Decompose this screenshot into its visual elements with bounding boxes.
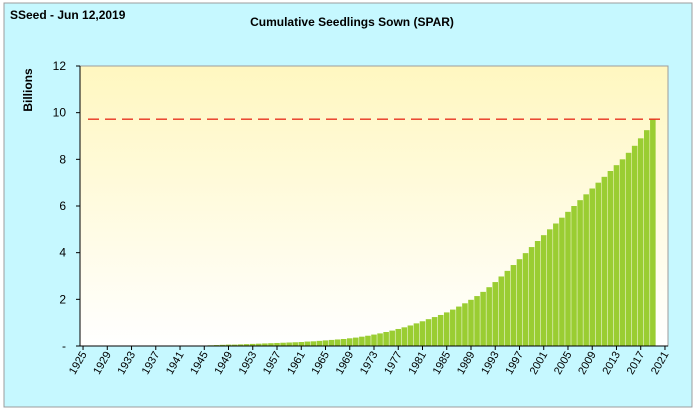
bar-1988 — [462, 303, 468, 346]
bar-2008 — [583, 194, 589, 346]
bar-2006 — [571, 206, 577, 346]
bar-2014 — [620, 159, 626, 346]
bar-2018 — [644, 130, 650, 346]
bar-2010 — [596, 183, 602, 346]
bar-1962 — [305, 342, 311, 346]
bar-1982 — [426, 319, 432, 346]
y-tick-label: 6 — [59, 199, 66, 213]
bar-2009 — [589, 189, 595, 347]
bar-2016 — [632, 146, 638, 346]
bar-1998 — [523, 253, 529, 346]
bar-2015 — [626, 153, 632, 346]
chart-title: Cumulative Seedlings Sown (SPAR) — [250, 15, 454, 29]
bar-1967 — [335, 339, 341, 346]
header-label: SSeed - Jun 12,2019 — [10, 8, 126, 22]
bar-1974 — [377, 333, 383, 346]
bar-1997 — [517, 259, 523, 346]
bar-1993 — [492, 282, 498, 346]
y-tick-label: 12 — [53, 59, 67, 73]
bar-1963 — [311, 341, 317, 346]
bar-2003 — [553, 224, 559, 347]
bar-1979 — [408, 325, 414, 346]
bar-2005 — [565, 212, 571, 346]
bar-2004 — [559, 218, 565, 346]
bar-2007 — [577, 200, 583, 346]
bar-1976 — [389, 331, 395, 346]
bar-1959 — [286, 343, 292, 347]
bar-1981 — [420, 321, 426, 346]
bar-1983 — [432, 317, 438, 346]
bar-1969 — [347, 338, 353, 346]
bar-1973 — [371, 335, 377, 346]
y-tick-label: 2 — [59, 292, 66, 306]
bar-1971 — [359, 337, 365, 346]
bar-1980 — [414, 323, 420, 346]
bar-1978 — [402, 327, 408, 346]
bar-1964 — [317, 341, 323, 346]
bar-1999 — [529, 247, 535, 346]
bar-2012 — [608, 171, 614, 346]
y-tick-label: - — [62, 339, 66, 353]
bar-1965 — [323, 340, 329, 346]
bar-1968 — [341, 339, 347, 346]
bar-1977 — [395, 329, 401, 346]
bar-1995 — [505, 271, 511, 346]
bar-1986 — [450, 310, 456, 346]
bar-2013 — [614, 165, 620, 346]
bar-1972 — [365, 336, 371, 346]
bar-1966 — [329, 340, 335, 346]
bar-1960 — [292, 342, 298, 346]
bar-2000 — [535, 241, 541, 346]
bar-2001 — [541, 235, 547, 346]
bar-2011 — [602, 177, 608, 346]
bar-1987 — [456, 307, 462, 346]
bar-1996 — [511, 265, 517, 346]
bar-1992 — [486, 287, 492, 346]
bar-1961 — [298, 342, 304, 346]
bar-1989 — [468, 300, 474, 346]
y-tick-label: 4 — [59, 246, 66, 260]
bar-2019 — [650, 119, 656, 346]
bar-1984 — [438, 315, 444, 346]
bar-1991 — [480, 292, 486, 346]
bar-2002 — [547, 229, 553, 346]
bar-1990 — [474, 296, 480, 346]
y-tick-label: 8 — [59, 152, 66, 166]
bar-1994 — [499, 276, 505, 346]
bar-2017 — [638, 138, 644, 346]
bar-1985 — [444, 312, 450, 346]
bar-1970 — [353, 338, 359, 346]
y-tick-label: 10 — [53, 106, 67, 120]
bar-1975 — [383, 332, 389, 346]
y-axis-label: Billions — [21, 68, 35, 112]
